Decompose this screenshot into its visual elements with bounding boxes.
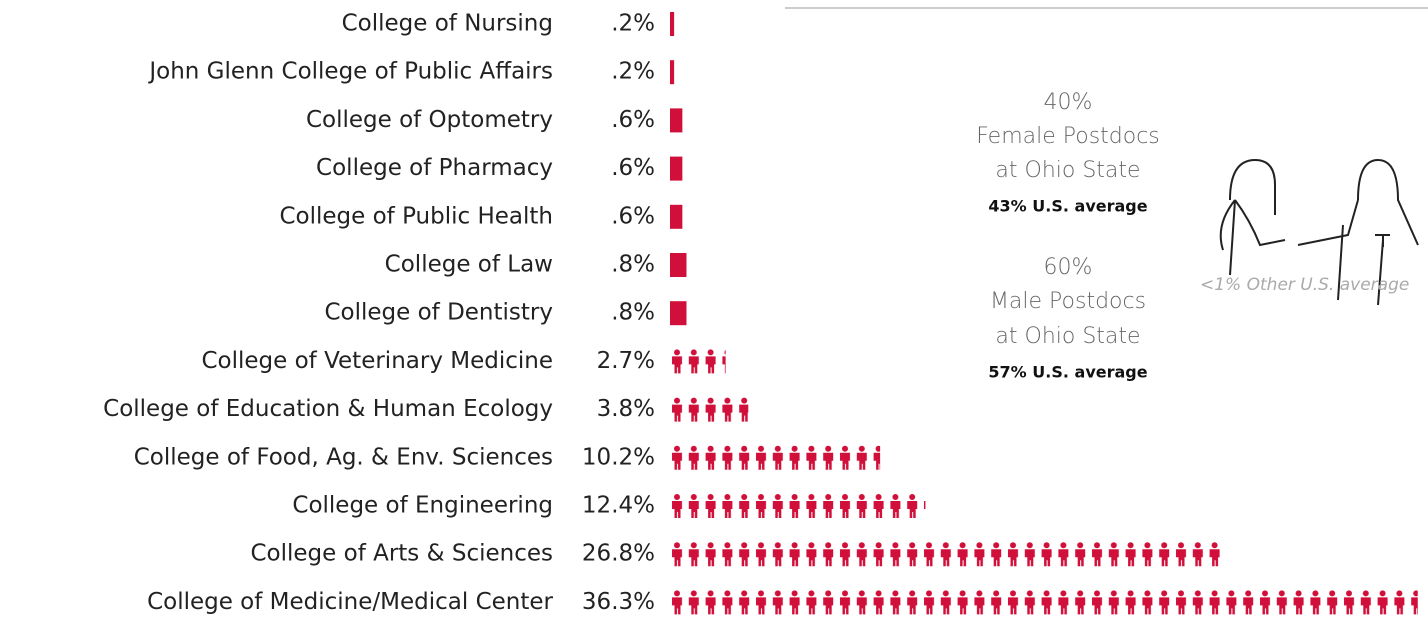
icon-row xyxy=(670,445,880,471)
other-note: <1% Other U.S. average xyxy=(1200,275,1409,295)
male-us: 57% U.S. average xyxy=(988,363,1147,382)
icon-row xyxy=(670,541,1222,567)
category-label: College of Nursing xyxy=(342,11,553,37)
category-label: College of Education & Human Ecology xyxy=(103,396,553,422)
female-share: 40% xyxy=(1044,90,1093,115)
page: 40% Female Postdocs at Ohio State 43% U.… xyxy=(0,0,1428,620)
value-label: .2% xyxy=(611,59,655,85)
female-us: 43% U.S. average xyxy=(988,197,1147,216)
male-share: 60% xyxy=(1044,255,1093,280)
value-label: .6% xyxy=(611,203,655,229)
bar xyxy=(670,157,682,181)
category-label: John Glenn College of Public Affairs xyxy=(147,59,553,85)
category-label: College of Arts & Sciences xyxy=(251,541,554,567)
category-label: College of Medicine/Medical Center xyxy=(147,589,553,615)
bar xyxy=(670,12,674,36)
category-label: College of Food, Ag. & Env. Sciences xyxy=(134,444,553,470)
icon-row xyxy=(670,348,726,374)
category-label: College of Dentistry xyxy=(324,300,553,326)
bar xyxy=(670,108,682,132)
value-label: .8% xyxy=(611,252,655,278)
category-label: College of Optometry xyxy=(306,107,553,133)
icon-row xyxy=(670,397,748,423)
category-label: College of Veterinary Medicine xyxy=(201,348,553,374)
value-label: .6% xyxy=(611,107,655,133)
value-label: 2.7% xyxy=(597,348,655,374)
value-label: 12.4% xyxy=(582,493,655,519)
bar xyxy=(670,253,686,277)
value-label: .6% xyxy=(611,155,655,181)
bar xyxy=(670,301,686,325)
value-label: 3.8% xyxy=(597,396,655,422)
value-label: 26.8% xyxy=(582,541,655,567)
value-label: 36.3% xyxy=(582,589,655,615)
male-label: Male Postdocs xyxy=(990,289,1146,314)
category-label: College of Law xyxy=(385,252,553,278)
bar xyxy=(670,205,682,229)
icon-row xyxy=(670,493,925,519)
value-label: .8% xyxy=(611,300,655,326)
value-label: .2% xyxy=(611,11,655,37)
male-place: at Ohio State xyxy=(995,324,1140,349)
icon-row xyxy=(670,589,1418,615)
category-label: College of Pharmacy xyxy=(316,155,553,181)
category-label: College of Engineering xyxy=(292,493,553,519)
category-label: College of Public Health xyxy=(279,203,553,229)
female-label: Female Postdocs xyxy=(976,124,1160,149)
value-label: 10.2% xyxy=(582,444,655,470)
bar xyxy=(670,60,674,84)
chart: 40% Female Postdocs at Ohio State 43% U.… xyxy=(0,0,1428,620)
female-place: at Ohio State xyxy=(995,158,1140,183)
